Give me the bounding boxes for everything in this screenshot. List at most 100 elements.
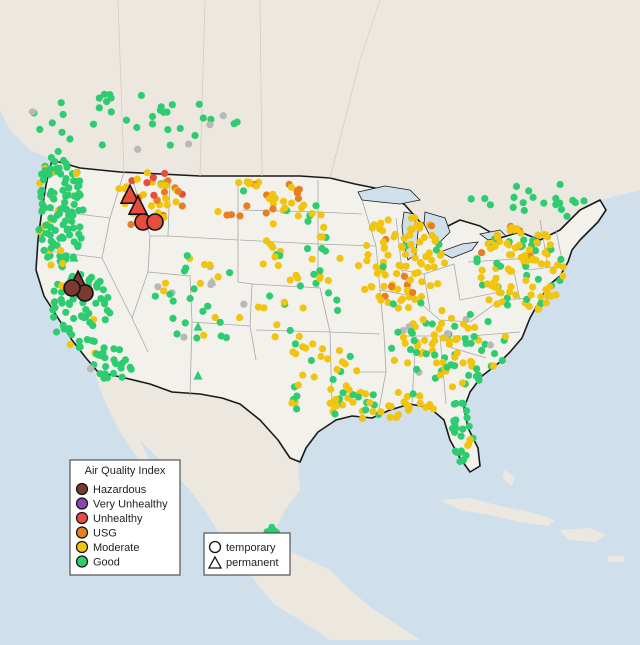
- monitor-dot: [316, 233, 324, 241]
- monitor-dot: [384, 216, 392, 224]
- monitor-dot: [393, 270, 401, 278]
- monitor-dot: [86, 365, 95, 373]
- monitor-dot: [544, 292, 552, 300]
- monitor-dot: [236, 212, 244, 220]
- aqi-legend-box: [69, 459, 181, 576]
- monitor-dot: [51, 304, 59, 312]
- monitor-dot: [260, 304, 268, 312]
- monitor-dot: [529, 193, 537, 201]
- legend-swatch-hazardous: [75, 482, 89, 496]
- monitor-dot: [458, 379, 466, 387]
- monitor-dot: [509, 203, 517, 211]
- legend-swatch-unhealthy: [75, 511, 89, 525]
- monitor-dot: [190, 285, 198, 293]
- monitor-dot: [406, 231, 414, 239]
- marker-triangle-good: [69, 252, 79, 262]
- monitor-dot: [103, 374, 111, 382]
- monitor-dot: [75, 230, 83, 238]
- monitor-dot: [362, 406, 370, 414]
- monitor-dot: [438, 307, 446, 315]
- monitor-dot: [196, 279, 204, 287]
- monitor-dot: [411, 295, 419, 303]
- monitor-dot: [312, 202, 320, 210]
- monitor-dot: [266, 292, 274, 300]
- marker-triangle-good: [193, 370, 203, 380]
- monitor-dot: [222, 334, 230, 342]
- monitor-dot: [428, 320, 436, 328]
- monitor-dot: [333, 365, 341, 374]
- monitor-dot: [457, 447, 465, 455]
- monitor-dot: [394, 285, 402, 293]
- monitor-dot: [287, 183, 296, 191]
- monitor-dot: [346, 352, 354, 360]
- monitor-dot: [559, 272, 567, 280]
- monitor-dot: [75, 337, 83, 345]
- monitor-dot: [68, 217, 76, 225]
- monitor-dot: [552, 291, 560, 299]
- monitor-dot: [447, 314, 456, 322]
- monitor-dot: [163, 108, 171, 116]
- monitor-dot: [445, 340, 454, 348]
- monitor-dot: [324, 355, 332, 363]
- monitor-dot: [490, 350, 499, 358]
- monitor-dot: [362, 390, 370, 398]
- monitor-dot: [459, 425, 467, 433]
- monitor-dot: [100, 300, 109, 308]
- monitor-dot: [377, 296, 385, 304]
- monitor-dot: [541, 249, 549, 257]
- monitor-dot: [65, 327, 73, 335]
- aqi-legend-items: Hazardous Very Unhealthy Unhealthy USG Moder…: [75, 482, 168, 569]
- legend-permanent-label: permanent: [226, 557, 279, 569]
- monitor-dot: [48, 119, 56, 127]
- monitor-dot: [233, 118, 241, 126]
- monitor-dot: [335, 347, 344, 355]
- monitor-dot: [451, 447, 459, 455]
- monitor-dot: [331, 410, 339, 418]
- hispaniola-land: [560, 528, 606, 542]
- monitor-dot: [156, 106, 164, 114]
- monitor-dot: [537, 260, 546, 268]
- monitor-dot: [273, 321, 281, 329]
- monitor-dot: [133, 123, 141, 132]
- monitor-dot: [507, 251, 516, 259]
- monitor-dot: [409, 288, 417, 297]
- monitor-dot: [416, 238, 424, 246]
- monitor-dot: [38, 235, 46, 244]
- monitor-dot: [148, 120, 157, 128]
- monitor-dot: [451, 322, 459, 330]
- monitor-dot: [40, 176, 48, 184]
- monitor-dot: [385, 402, 393, 410]
- monitor-dot: [288, 399, 296, 407]
- monitor-dot: [388, 344, 396, 352]
- legend-temporary-label: temporary: [226, 542, 276, 554]
- monitor-dot: [473, 258, 481, 266]
- monitor-dot: [569, 196, 577, 204]
- monitor-dot: [486, 244, 495, 253]
- monitor-dot: [354, 393, 362, 401]
- monitor-dot: [89, 120, 98, 128]
- lake-erie: [438, 241, 479, 259]
- legend-label-usg: USG: [93, 528, 117, 540]
- monitor-dot: [70, 238, 78, 246]
- aqi-legend-title: Air Quality Index: [85, 465, 166, 477]
- monitor-dot: [336, 254, 344, 262]
- monitor-dot: [100, 90, 108, 98]
- monitor-dot: [118, 373, 126, 381]
- monitor-dot: [320, 223, 328, 231]
- monitor-dot: [349, 391, 357, 399]
- legend-label-very_unhealthy: Very Unhealthy: [93, 499, 168, 511]
- monitor-dot: [380, 282, 388, 290]
- monitor-dot: [58, 128, 66, 136]
- monitor-dot: [274, 261, 282, 270]
- monitor-dot: [523, 295, 531, 303]
- monitor-dot: [41, 167, 49, 175]
- monitor-dot: [44, 253, 52, 261]
- monitor-dot: [289, 348, 297, 356]
- monitor-dot: [369, 407, 377, 416]
- monitor-dot: [443, 363, 451, 371]
- monitor-dot: [281, 204, 289, 212]
- monitor-dot: [66, 341, 74, 349]
- lake-superior: [357, 185, 421, 205]
- monitor-dot: [47, 154, 56, 162]
- mexico-land: [95, 372, 420, 640]
